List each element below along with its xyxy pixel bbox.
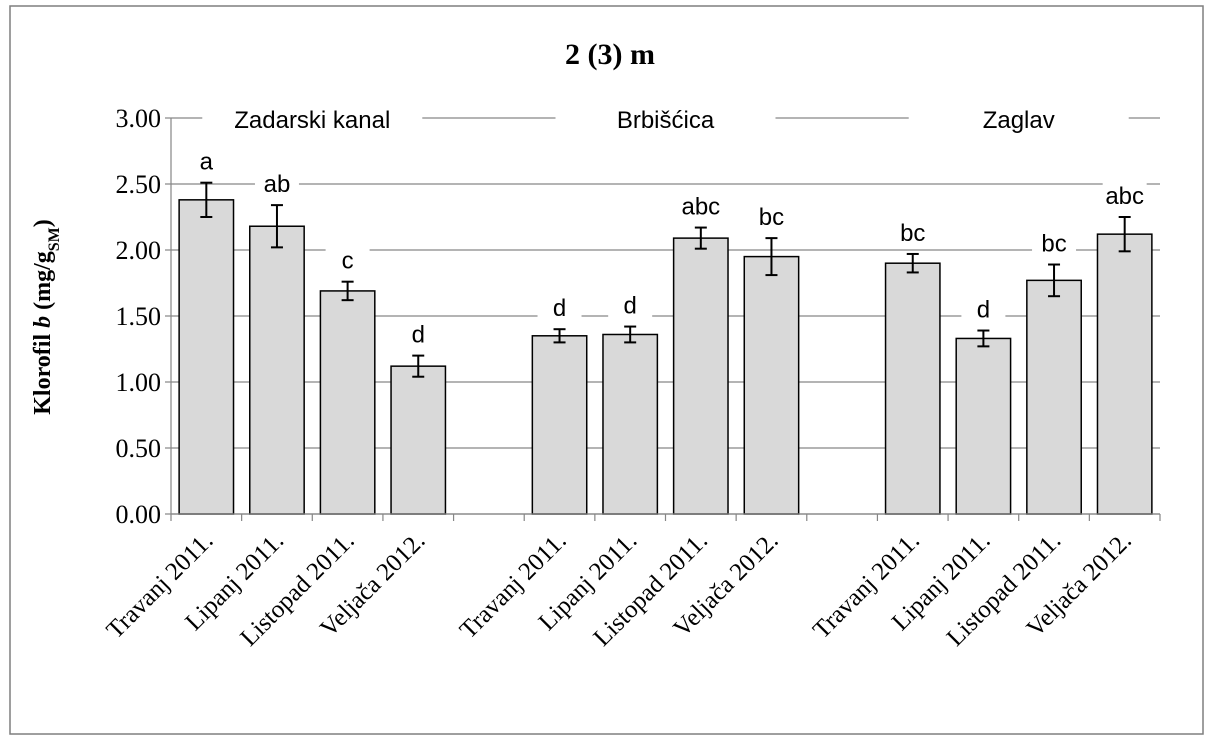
- bar: [1026, 279, 1082, 515]
- y-axis-title-unit-sub: SM: [46, 227, 63, 251]
- significance-letter: abc: [1105, 183, 1144, 210]
- y-tick-label: 3.00: [116, 104, 162, 133]
- group-label: Brbišćica: [617, 107, 715, 134]
- bar: [390, 365, 447, 515]
- significance-letter: d: [553, 295, 566, 322]
- significance-letter: a: [200, 149, 214, 176]
- significance-letter: c: [342, 248, 354, 275]
- y-tick-label: 1.00: [116, 368, 162, 397]
- label-background: [908, 102, 1129, 132]
- significance-letter: d: [623, 293, 636, 320]
- y-axis-title-italic: b: [30, 316, 56, 328]
- label-background: [1032, 230, 1077, 257]
- label-background: [537, 295, 582, 322]
- y-axis-title-unit: (mg/g: [30, 251, 56, 316]
- y-tick-label: 2.00: [116, 236, 162, 265]
- chart-title: 2 (3) m: [565, 38, 655, 71]
- label-background: [890, 219, 935, 246]
- bar: [1096, 233, 1153, 515]
- label-background: [1102, 183, 1147, 209]
- bar: [955, 337, 1012, 515]
- y-tick-label: 0.00: [116, 500, 162, 529]
- label-background: [749, 204, 794, 231]
- significance-letter: bc: [1041, 231, 1066, 258]
- y-axis-title-main: Klorofil: [30, 328, 56, 415]
- bar: [319, 290, 376, 515]
- label-background: [555, 102, 776, 132]
- label-background: [961, 296, 1006, 323]
- label-background: [254, 171, 299, 198]
- bar: [531, 335, 588, 515]
- y-tick-label: 1.50: [116, 302, 162, 331]
- label-background: [184, 148, 229, 175]
- y-axis-title: Klorofil b (mg/gSM): [30, 219, 63, 415]
- group-label: Zadarski kanal: [234, 107, 390, 134]
- bar: [602, 333, 659, 515]
- significance-letter: ab: [264, 171, 291, 198]
- significance-letter: d: [412, 322, 425, 349]
- bar: [672, 237, 729, 515]
- label-background: [202, 102, 423, 132]
- bar: [249, 225, 305, 515]
- label-background: [678, 193, 723, 220]
- significance-letter: bc: [900, 220, 925, 247]
- label-background: [396, 321, 441, 348]
- y-axis-title-unit-close: ): [30, 219, 56, 227]
- group-label: Zaglav: [983, 107, 1055, 134]
- significance-letter: abc: [681, 194, 720, 221]
- label-background: [325, 247, 370, 274]
- bar: [743, 255, 800, 515]
- bar: [178, 199, 235, 515]
- significance-letter: d: [977, 297, 990, 324]
- significance-letter: bc: [759, 204, 784, 231]
- y-tick-label: 0.50: [116, 434, 162, 463]
- label-background: [608, 292, 653, 319]
- y-tick-label: 2.50: [116, 170, 162, 199]
- bar: [884, 262, 941, 515]
